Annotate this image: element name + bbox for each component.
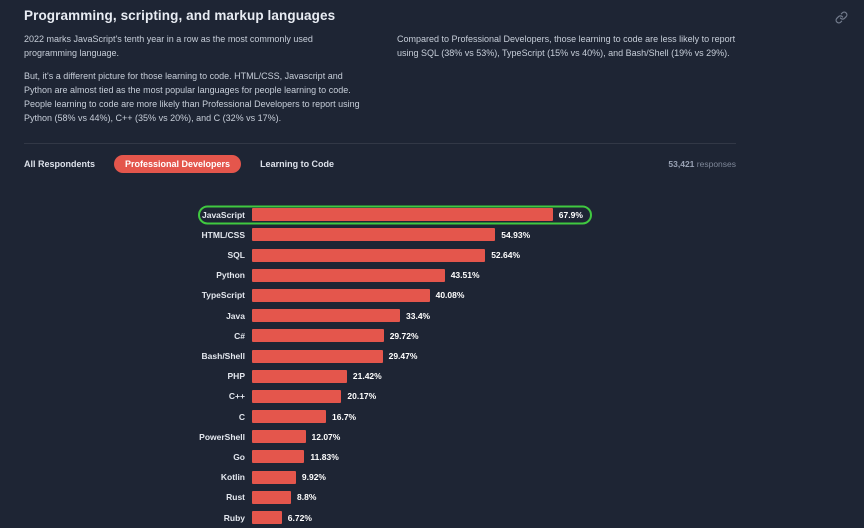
- bar[interactable]: [252, 248, 486, 262]
- tab-professional-developers[interactable]: Professional Developers: [114, 154, 242, 173]
- bar[interactable]: [252, 309, 400, 323]
- value-label: 16.7%: [332, 411, 357, 422]
- bar[interactable]: [252, 369, 347, 383]
- value-label: 8.8%: [297, 492, 317, 503]
- category-label: C++: [228, 391, 245, 402]
- category-label: JavaScript: [202, 209, 245, 220]
- chart-row: C 16.7%: [24, 407, 840, 427]
- category-label: Python: [216, 270, 245, 281]
- chart-row: JavaScript 67.9%: [24, 205, 840, 225]
- value-label: 67.9%: [558, 209, 583, 220]
- bar[interactable]: [252, 228, 496, 242]
- category-label: Ruby: [223, 512, 245, 523]
- value-label: 12.07%: [311, 431, 341, 442]
- value-label: 29.72%: [389, 330, 419, 341]
- chart-row: C# 29.72%: [24, 326, 840, 346]
- responses-label: responses: [696, 158, 736, 169]
- value-label: 6.72%: [287, 512, 312, 523]
- category-label: PowerShell: [199, 431, 245, 442]
- chart-row: SQL 52.64%: [24, 245, 840, 265]
- category-label: HTML/CSS: [201, 229, 245, 240]
- respondent-tabs: All Respondents Professional Developers Le…: [24, 154, 736, 173]
- chart-row: TypeScript 40.08%: [24, 285, 840, 305]
- responses-number: 53,421: [668, 158, 695, 169]
- bar[interactable]: [252, 329, 384, 343]
- chart-row: HTML/CSS 54.93%: [24, 225, 840, 245]
- bar[interactable]: [252, 208, 553, 222]
- bar[interactable]: [252, 450, 305, 464]
- bar[interactable]: [252, 288, 430, 302]
- category-label: C#: [234, 330, 245, 341]
- value-label: 33.4%: [406, 310, 431, 321]
- bar[interactable]: [252, 389, 342, 403]
- link-icon[interactable]: [834, 10, 848, 24]
- category-label: Bash/Shell: [201, 351, 245, 362]
- tab-learning-to-code[interactable]: Learning to Code: [260, 158, 335, 169]
- value-label: 9.92%: [301, 472, 326, 483]
- value-label: 21.42%: [352, 371, 382, 382]
- chart-row: Ruby 6.72%: [24, 507, 840, 527]
- bar[interactable]: [252, 490, 291, 504]
- bar[interactable]: [252, 268, 445, 282]
- chart-row: Rust 8.8%: [24, 487, 840, 507]
- value-label: 54.93%: [501, 229, 531, 240]
- category-label: TypeScript: [201, 290, 245, 301]
- category-label: C: [238, 411, 245, 422]
- category-label: Rust: [226, 492, 245, 503]
- tab-all-respondents[interactable]: All Respondents: [24, 158, 96, 169]
- chart-row: Python 43.51%: [24, 265, 840, 285]
- section-header: Programming, scripting, and markup langu…: [24, 8, 847, 23]
- description-paragraph: Compared to Professional Developers, tho…: [397, 34, 736, 58]
- bar[interactable]: [252, 511, 282, 525]
- category-label: Java: [226, 310, 245, 321]
- bar-chart: JavaScript 67.9% HTML/CSS 54.93% SQL 52.64% Py…: [24, 205, 840, 528]
- value-label: 20.17%: [347, 391, 377, 402]
- chart-row: Java 33.4%: [24, 306, 840, 326]
- chart-row: C++ 20.17%: [24, 386, 840, 406]
- chart-row: PowerShell 12.07%: [24, 427, 840, 447]
- bar[interactable]: [252, 470, 296, 484]
- category-label: Kotlin: [220, 472, 245, 483]
- chart-row: Go 11.83%: [24, 447, 840, 467]
- chart-row: PHP 21.42%: [24, 366, 840, 386]
- value-label: 29.47%: [388, 351, 418, 362]
- chart-row: Kotlin 9.92%: [24, 467, 840, 487]
- description-paragraph: But, it's a different picture for those …: [24, 70, 360, 123]
- bar[interactable]: [252, 430, 306, 444]
- description-paragraph: 2022 marks JavaScript's tenth year in a …: [24, 34, 313, 58]
- category-label: Go: [233, 451, 245, 462]
- bar[interactable]: [252, 410, 326, 424]
- description-right-column: Compared to Professional Developers, tho…: [397, 33, 736, 135]
- page-title: Programming, scripting, and markup langu…: [24, 8, 336, 23]
- value-label: 11.83%: [310, 451, 339, 462]
- description-left-column: 2022 marks JavaScript's tenth year in a …: [24, 33, 363, 135]
- bar[interactable]: [252, 349, 383, 363]
- category-label: PHP: [227, 371, 245, 382]
- description: 2022 marks JavaScript's tenth year in a …: [24, 33, 736, 135]
- responses-count: 53,421 responses: [668, 159, 736, 169]
- chart-row: Bash/Shell 29.47%: [24, 346, 840, 366]
- value-label: 43.51%: [450, 270, 480, 281]
- category-label: SQL: [227, 250, 245, 261]
- divider: [24, 142, 736, 144]
- value-label: 40.08%: [435, 290, 465, 301]
- value-label: 52.64%: [491, 250, 521, 261]
